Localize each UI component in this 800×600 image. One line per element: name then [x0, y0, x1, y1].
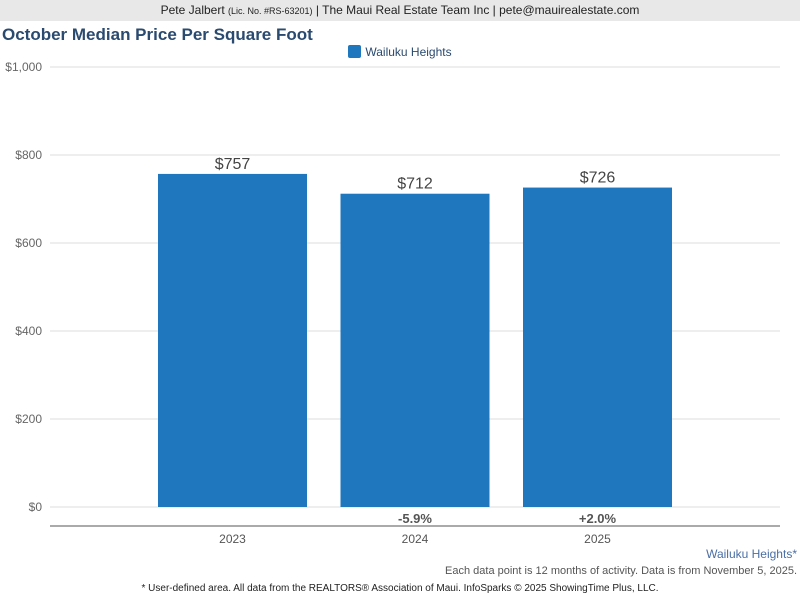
y-tick-label: $400 [15, 324, 42, 338]
legend-label: Wailuku Heights [365, 45, 452, 59]
bar [523, 187, 672, 507]
agent-header: Pete Jalbert (Lic. No. #RS-63201) | The … [0, 0, 800, 21]
change-label: +2.0% [579, 511, 617, 526]
agent-contact: | The Maui Real Estate Team Inc | pete@m… [315, 3, 640, 17]
y-tick-label: $800 [15, 148, 42, 162]
y-tick-label: $200 [15, 412, 42, 426]
data-label: $726 [580, 170, 616, 187]
legend-swatch [348, 45, 362, 58]
bar-chart: $0 $200 $400 $600 $800 $1,000 $757 2023 $712 -5.9… [5, 60, 780, 546]
data-label: $757 [215, 156, 251, 173]
x-tick-label: 2025 [584, 532, 611, 546]
agent-name: Pete Jalbert [160, 3, 225, 17]
bar [158, 173, 307, 508]
y-tick-label: $1,000 [5, 60, 42, 74]
chart-title: October Median Price Per Square Foot [2, 25, 313, 44]
change-label: -5.9% [398, 511, 432, 526]
bar [340, 193, 490, 507]
x-tick-label: 2024 [402, 532, 429, 546]
disclaimer: * User-defined area. All data from the R… [141, 583, 659, 594]
legend[interactable]: Wailuku Heights [0, 45, 800, 59]
x-tick-label: 2023 [219, 532, 246, 546]
area-label: Wailuku Heights* [706, 547, 797, 561]
y-tick-label: $0 [29, 500, 43, 514]
data-label: $712 [397, 176, 433, 193]
license-number: (Lic. No. #RS-63201) [228, 6, 313, 16]
data-note: Each data point is 12 months of activity… [445, 565, 797, 577]
y-tick-label: $600 [15, 236, 42, 250]
